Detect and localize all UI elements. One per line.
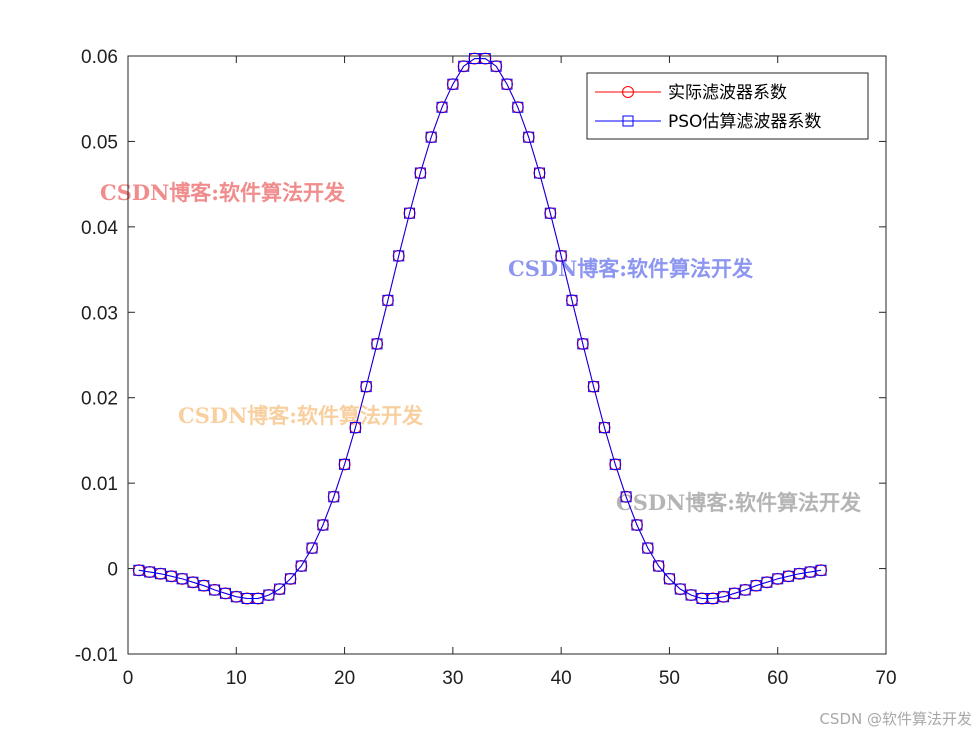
data-point (317, 519, 329, 531)
x-tick-label: 60 (767, 668, 788, 689)
data-point (685, 589, 697, 601)
data-point (469, 53, 481, 65)
y-tick-label: 0.06 (81, 47, 118, 68)
x-tick-label: 70 (875, 668, 896, 689)
watermark-layer: CSDN博客:软件算法开发 CSDN博客:软件算法开发 CSDN博客:软件算法开发 C… (100, 180, 862, 515)
data-point (533, 167, 545, 179)
data-point (230, 591, 242, 603)
data-point (219, 587, 231, 599)
y-tick-label: 0.05 (81, 132, 118, 153)
data-point (133, 564, 145, 576)
data-point (176, 573, 188, 585)
data-point (187, 576, 199, 588)
data-point (209, 584, 221, 596)
data-point (815, 564, 827, 576)
legend-box (586, 72, 869, 140)
legend-label: 实际滤波器系数 (668, 83, 787, 103)
legend-marker (622, 115, 634, 127)
data-point (154, 568, 166, 580)
data-point (501, 78, 513, 90)
x-tick-label: 50 (659, 668, 680, 689)
plot-series (132, 52, 828, 605)
data-point (674, 583, 686, 595)
data-point (414, 167, 426, 179)
data-point (653, 560, 665, 572)
data-point (772, 573, 784, 585)
data-point (631, 519, 643, 531)
legend: 实际滤波器系数 PSO估算滤波器系数 (586, 72, 869, 140)
data-point (490, 60, 502, 72)
y-tick-label: -0.01 (75, 645, 118, 666)
data-point (458, 60, 470, 72)
data-point (404, 207, 416, 219)
data-point (306, 542, 318, 554)
data-point (783, 570, 795, 582)
data-point (425, 131, 437, 143)
y-tick-label: 0.04 (81, 218, 118, 239)
data-point (696, 592, 708, 604)
data-point (360, 381, 372, 393)
x-tick-label: 10 (226, 668, 247, 689)
data-point (804, 566, 816, 578)
legend-label: PSO估算滤波器系数 (668, 112, 821, 132)
data-point (339, 458, 351, 470)
y-tick-label: 0.01 (81, 474, 118, 495)
data-point (371, 338, 383, 350)
data-point (328, 491, 340, 503)
data-point (761, 576, 773, 588)
plot-frame (127, 55, 887, 655)
data-point (642, 542, 654, 554)
watermark-text: CSDN博客:软件算法开发 (508, 256, 754, 281)
data-point (274, 583, 286, 595)
data-point (707, 592, 719, 604)
data-point (349, 422, 361, 434)
data-point (436, 101, 448, 113)
axes: 0 10 20 30 40 50 60 70-0.0100.010.020.030.040.0… (75, 47, 897, 689)
watermark-text: CSDN博客:软件算法开发 (178, 403, 424, 428)
data-point (609, 458, 621, 470)
data-point (544, 207, 556, 219)
data-point (750, 580, 762, 592)
watermark-text: CSDN博客:软件算法开发 (100, 180, 346, 205)
data-point (295, 560, 307, 572)
data-point (393, 250, 405, 262)
x-tick-label: 0 (123, 668, 134, 689)
data-point (620, 491, 632, 503)
footer-watermark: CSDN @软件算法开发 (819, 710, 972, 728)
data-point (728, 587, 740, 599)
data-point (566, 294, 578, 306)
watermark-text: CSDN博客:软件算法开发 (616, 490, 862, 515)
data-point (241, 592, 253, 604)
data-point (718, 591, 730, 603)
data-point (198, 580, 210, 592)
data-point (555, 250, 567, 262)
data-point (793, 568, 805, 580)
x-tick-label: 40 (551, 668, 572, 689)
data-point (263, 589, 275, 601)
legend-marker (622, 86, 634, 98)
data-point (382, 294, 394, 306)
data-point (598, 422, 610, 434)
data-point (512, 101, 524, 113)
data-point (479, 53, 491, 65)
data-point (588, 381, 600, 393)
series-line (138, 58, 822, 599)
data-point (284, 573, 296, 585)
data-point (739, 584, 751, 596)
data-point (447, 78, 459, 90)
series-line (138, 58, 822, 599)
data-point (165, 570, 177, 582)
y-tick-label: 0.02 (81, 389, 118, 410)
y-tick-label: 0.03 (81, 303, 118, 324)
x-tick-label: 30 (442, 668, 463, 689)
data-point (523, 131, 535, 143)
data-point (663, 573, 675, 585)
data-point (577, 338, 589, 350)
data-point (252, 592, 264, 604)
y-tick-label: 0 (107, 560, 118, 581)
x-tick-label: 20 (334, 668, 355, 689)
data-point (144, 566, 156, 578)
